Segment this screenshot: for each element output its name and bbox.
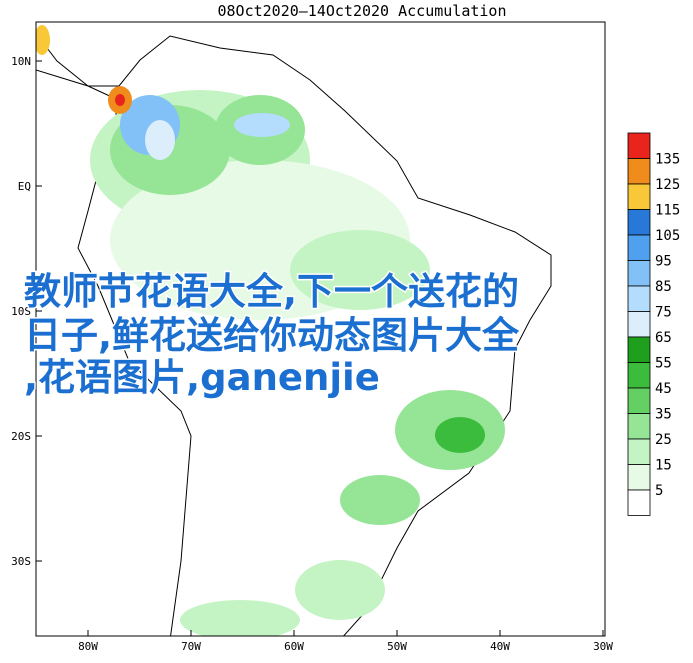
legend-swatch	[627, 132, 651, 159]
legend-label: 115	[655, 203, 680, 219]
lat-label: 10S	[11, 305, 31, 318]
overlay-text: 教师节花语大全,下一个送花的日子,鲜花送给你动态图片大全,花语图片,ganenj…	[23, 269, 522, 401]
legend-label: 45	[655, 381, 672, 397]
legend-swatch	[627, 413, 651, 440]
legend-swatch	[627, 234, 651, 261]
latitude-axis: 10N EQ 10S 20S 30S	[11, 55, 42, 568]
legend-swatch	[627, 311, 651, 338]
lon-label: 50W	[387, 640, 407, 653]
lon-label: 40W	[490, 640, 510, 653]
lon-label: 60W	[284, 640, 304, 653]
legend-label: 15	[655, 458, 672, 474]
lat-label: 30S	[11, 555, 31, 568]
legend-label: 95	[655, 254, 672, 270]
lat-label: EQ	[18, 180, 31, 193]
lat-label: 10N	[11, 55, 31, 68]
legend-swatch	[627, 285, 651, 312]
lon-label: 70W	[181, 640, 201, 653]
legend-swatch	[627, 183, 651, 210]
legend-label: 105	[655, 228, 680, 244]
overlay-line: ,花语图片,ganenjie	[24, 356, 380, 399]
legend-label: 75	[655, 305, 672, 321]
legend-label: 65	[655, 330, 672, 346]
legend-label: 85	[655, 279, 672, 295]
legend-swatch	[627, 209, 651, 236]
legend-label: 25	[655, 432, 672, 448]
lon-label: 30W	[593, 640, 613, 653]
legend-swatch	[627, 489, 651, 516]
legend-swatch	[627, 387, 651, 414]
legend: 135 125 115 105 95 85 75 65 55 45 35 25 15 5	[627, 132, 680, 516]
lon-label: 80W	[78, 640, 98, 653]
overlay-line: 教师节花语大全,下一个送花的	[24, 270, 519, 313]
lat-label: 20S	[11, 430, 31, 443]
legend-label: 35	[655, 407, 672, 423]
legend-swatch	[627, 464, 651, 491]
legend-swatch	[627, 362, 651, 389]
longitude-axis: 80W 70W 60W 50W 40W 30W	[78, 630, 613, 653]
map-area	[36, 22, 605, 636]
legend-label: 5	[655, 483, 663, 499]
overlay-line: 日子,鲜花送给你动态图片大全	[24, 314, 520, 357]
precip	[36, 25, 505, 636]
legend-swatch	[627, 158, 651, 185]
legend-swatch	[627, 438, 651, 465]
legend-swatch	[627, 336, 651, 363]
map-frame	[35, 21, 606, 637]
legend-swatch	[627, 260, 651, 287]
map-title: 08Oct2020—14Oct2020 Accumulation	[218, 2, 507, 20]
legend-label: 125	[655, 177, 680, 193]
legend-label: 135	[655, 152, 680, 168]
legend-label: 55	[655, 356, 672, 372]
